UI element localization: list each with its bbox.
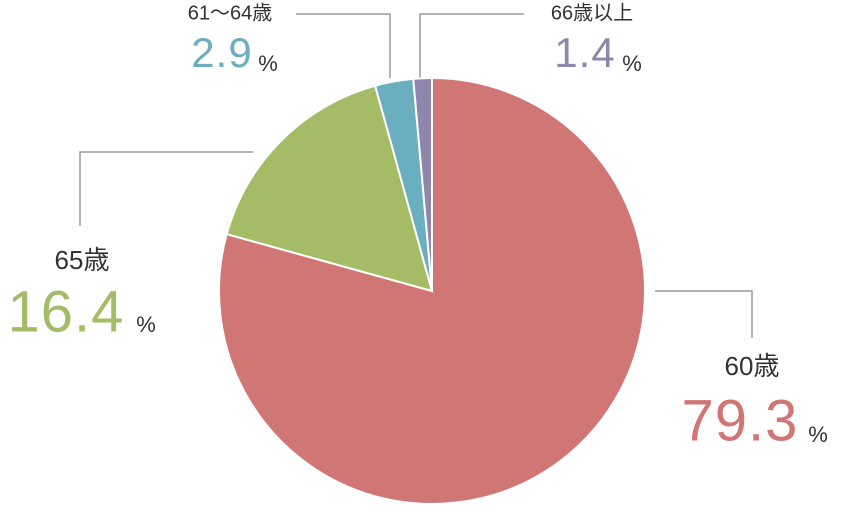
unit-label: % bbox=[808, 422, 828, 447]
value-label: 1.4 bbox=[554, 29, 615, 76]
slice-label: 66歳以上 bbox=[551, 1, 633, 24]
value-label: 79.3 bbox=[682, 388, 799, 453]
leader-line bbox=[79, 151, 253, 226]
leader-line bbox=[655, 290, 753, 338]
unit-label: % bbox=[622, 51, 642, 76]
slice-label: 61〜64歳 bbox=[188, 1, 273, 24]
slice-label: 60歳 bbox=[725, 351, 780, 381]
unit-label: % bbox=[136, 312, 156, 337]
unit-label: % bbox=[258, 51, 278, 76]
pie-slice bbox=[225, 84, 434, 293]
pie-slice bbox=[218, 76, 646, 505]
value-label: 16.4 bbox=[8, 279, 125, 344]
pie-slice bbox=[412, 76, 433, 292]
leader-line bbox=[296, 13, 391, 78]
leader-lines bbox=[79, 13, 753, 338]
slice-label: 65歳 bbox=[55, 245, 110, 275]
leader-line bbox=[419, 13, 524, 78]
value-label: 2.9 bbox=[191, 29, 252, 76]
